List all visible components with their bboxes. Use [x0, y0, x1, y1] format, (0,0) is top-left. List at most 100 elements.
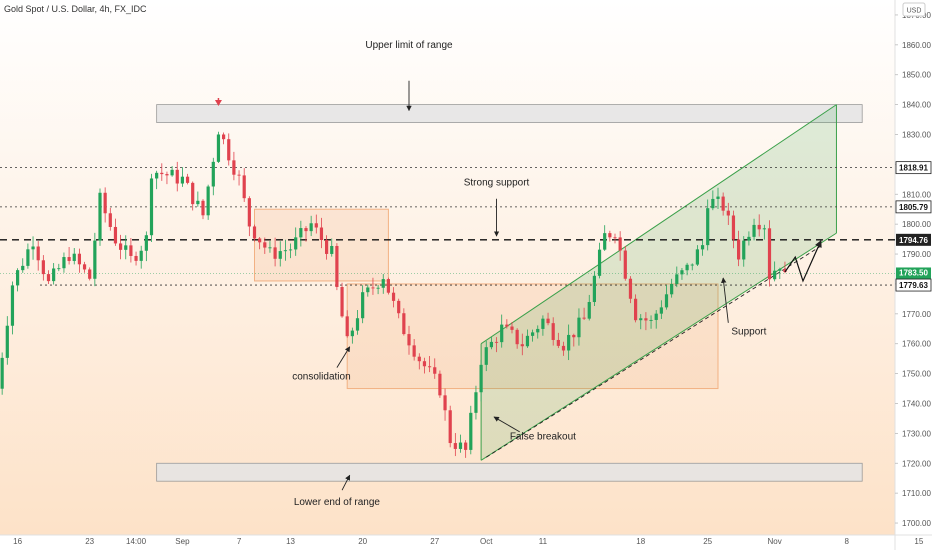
price-axis-label: 1700.00	[902, 519, 931, 528]
price-tag	[895, 278, 932, 292]
price-axis-label: 1770.00	[902, 310, 931, 319]
candle	[67, 246, 71, 265]
candle	[494, 337, 499, 353]
candle-body	[762, 228, 766, 230]
candle	[119, 234, 123, 260]
candle	[283, 239, 287, 261]
candle	[185, 173, 190, 185]
zones-layer	[156, 104, 863, 482]
time-axis-label: 23	[85, 537, 94, 546]
candle-body	[397, 300, 401, 314]
candle	[242, 168, 246, 202]
candle	[144, 231, 148, 262]
candle-body	[180, 176, 184, 184]
candle-body	[36, 246, 40, 261]
candle-body	[31, 246, 35, 250]
candle	[608, 230, 612, 242]
candle-body	[93, 240, 97, 279]
price-tag-label: 1779.63	[899, 281, 928, 290]
candle	[737, 230, 741, 267]
candle-body	[340, 287, 344, 317]
candle-body	[690, 264, 694, 266]
time-axis-label: 7	[237, 537, 242, 546]
candle-body	[350, 330, 354, 337]
candle-body	[649, 319, 653, 321]
candle	[458, 434, 463, 453]
candle-body	[139, 250, 143, 261]
candle	[397, 298, 401, 319]
candle-body	[242, 175, 246, 199]
candle	[345, 310, 349, 338]
candle-body	[644, 318, 648, 321]
candle	[767, 220, 772, 287]
candle-body	[160, 172, 164, 175]
annotation-label: Support	[731, 327, 766, 338]
candle	[57, 263, 61, 272]
candle-body	[361, 292, 365, 319]
candle-body	[381, 279, 385, 288]
candle	[319, 217, 324, 249]
candle-body	[592, 275, 596, 303]
candle-body	[325, 240, 329, 254]
candle-body	[82, 264, 87, 270]
candle	[237, 170, 241, 186]
candle	[361, 285, 365, 324]
candle-body	[731, 215, 736, 240]
candle-body	[567, 334, 571, 351]
candle-body	[778, 269, 782, 271]
candle	[582, 307, 586, 321]
currency-badge[interactable]: USD	[902, 2, 926, 17]
candles-layer	[0, 131, 787, 458]
candle-body	[417, 356, 421, 362]
candle-body	[670, 283, 674, 295]
time-axis-label: 8	[845, 537, 850, 546]
candle	[180, 167, 184, 187]
candle-body	[98, 192, 102, 241]
candle-body	[505, 324, 509, 327]
price-tag	[896, 233, 931, 246]
candle-body	[407, 334, 411, 346]
candle	[201, 199, 205, 220]
candle-body	[16, 270, 20, 286]
candle	[222, 132, 226, 145]
candle	[731, 210, 736, 249]
candle	[335, 243, 339, 291]
candle-body	[41, 260, 45, 275]
annotation-label: consolidation	[292, 372, 350, 383]
time-axis[interactable]: 16 23 14:00 Sep 7 13 20 27 Oct 11 18 25 Nov 8 15	[13, 537, 924, 546]
candle-body	[716, 196, 720, 199]
time-axis-background	[0, 535, 932, 550]
candle	[16, 268, 20, 292]
candle-body	[149, 178, 154, 236]
candle-body	[458, 442, 463, 449]
candle-body	[608, 233, 612, 238]
candle-body	[391, 292, 396, 301]
candle	[628, 276, 633, 304]
candle	[155, 170, 159, 190]
candle-body	[469, 412, 473, 450]
time-axis-label: 15	[914, 537, 923, 546]
candle	[268, 241, 272, 253]
candle	[649, 315, 653, 329]
candle-body	[319, 227, 324, 241]
time-axis-label: 13	[286, 537, 295, 546]
candle	[113, 218, 118, 246]
candle-body	[613, 237, 617, 239]
candle	[227, 133, 231, 166]
candle	[247, 196, 251, 237]
candle-body	[402, 313, 406, 335]
candle	[448, 405, 452, 448]
candle-body	[783, 269, 787, 272]
candle-body	[46, 274, 51, 282]
candle	[433, 358, 437, 379]
candle	[160, 163, 164, 181]
price-axis-label: 1730.00	[902, 429, 931, 438]
candle-body	[603, 233, 607, 250]
price-axis-label: 1710.00	[902, 489, 931, 498]
candle	[505, 319, 509, 329]
candle-body	[309, 223, 313, 232]
candle-body	[345, 316, 349, 337]
candle-body	[531, 332, 535, 336]
price-axis-label: 1750.00	[902, 370, 931, 379]
